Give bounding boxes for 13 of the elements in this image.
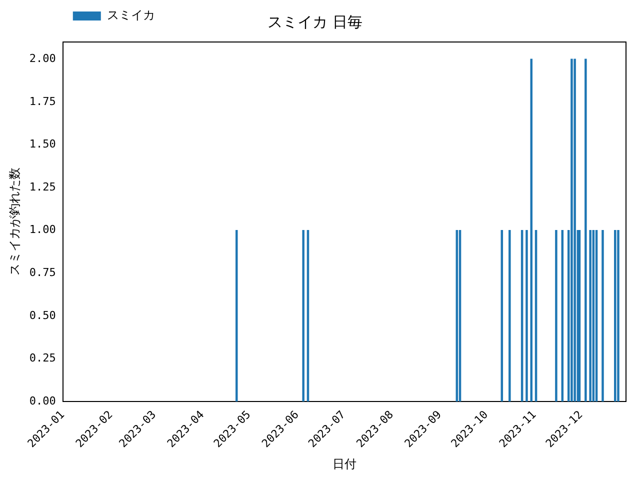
y-tick-label: 0.75 <box>29 266 56 279</box>
y-axis-title: スミイカが釣れた数 <box>7 168 22 276</box>
y-tick-label: 1.75 <box>29 94 56 108</box>
legend-label: スミイカ <box>106 8 155 22</box>
y-tick-label: 1.25 <box>29 180 56 194</box>
x-axis-title: 日付 <box>332 456 356 471</box>
chart-title: スミイカ 日毎 <box>268 12 362 31</box>
y-tick-label: 1.00 <box>29 223 56 236</box>
y-tick-label: 0.50 <box>29 308 56 322</box>
y-tick-label: 2.00 <box>29 52 56 65</box>
y-tick-label: 1.50 <box>29 138 56 151</box>
y-tick-label: 0.00 <box>29 394 56 408</box>
y-tick-label: 0.25 <box>29 352 56 365</box>
